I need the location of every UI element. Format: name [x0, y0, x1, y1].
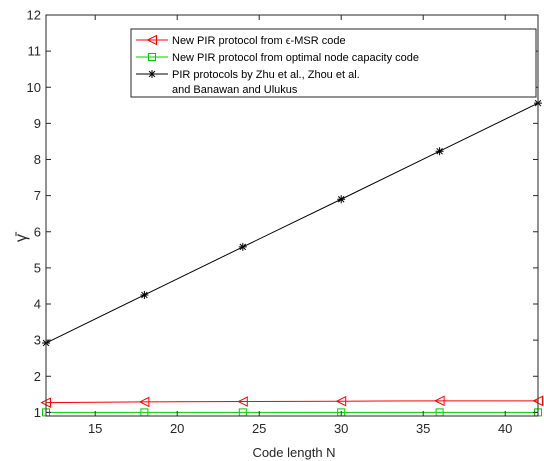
y-tick-label: 6 [34, 224, 41, 239]
data-point-asterisk [435, 147, 444, 156]
y-tick-label: 2 [34, 369, 41, 384]
y-tick-label: 11 [28, 44, 42, 59]
y-tick-label: 1 [34, 405, 41, 420]
legend-marker-triangle-left [146, 34, 157, 46]
y-tick-label: 4 [34, 297, 41, 312]
x-tick-label: 30 [334, 421, 348, 436]
y-tick-label: 9 [34, 116, 41, 131]
x-tick-label: 20 [170, 421, 184, 436]
legend-box [130, 28, 537, 98]
legend-entry-1: New PIR protocol from ϵ-MSR code [172, 35, 346, 47]
y-tick-label: 3 [34, 333, 41, 348]
legend-entry-3-line2: and Banawan and Ulukus [172, 84, 298, 96]
data-point-asterisk [238, 242, 247, 251]
y-tick-label: 12 [27, 8, 41, 23]
x-tick-label: 25 [252, 421, 266, 436]
plot-frame [45, 14, 539, 417]
x-tick-label: 35 [416, 421, 430, 436]
series-line [45, 400, 538, 404]
series-line [45, 102, 539, 344]
data-point-asterisk [337, 195, 346, 204]
y-tick-label: 8 [34, 152, 41, 167]
series-2 [42, 408, 542, 417]
legend-entry-3: PIR protocols by Zhu et al., Zhou et al. [172, 69, 360, 81]
x-tick-label: 40 [498, 421, 512, 436]
y-tick-label: 5 [34, 260, 41, 275]
data-point-triangle-left [138, 396, 150, 408]
data-point-asterisk [140, 290, 149, 299]
y-axis-label: γ̄ [13, 231, 30, 242]
series-3 [42, 99, 542, 348]
data-point-triangle-left [433, 395, 445, 407]
y-tick-label: 10 [27, 80, 41, 95]
data-point-triangle-left [335, 395, 347, 407]
legend-marker-asterisk [148, 70, 156, 78]
x-axis-label: Code length N [252, 445, 335, 460]
x-tick-label: 15 [88, 421, 102, 436]
data-point-triangle-left [237, 396, 248, 407]
plot-layer [40, 99, 543, 417]
legend-entry-2: New PIR protocol from optimal node capac… [172, 52, 419, 64]
series-1 [40, 395, 543, 408]
y-tick-label: 7 [34, 188, 41, 203]
legend-marker-square [148, 53, 156, 61]
legend: New PIR protocol from ϵ-MSR code New PIR … [130, 28, 537, 98]
